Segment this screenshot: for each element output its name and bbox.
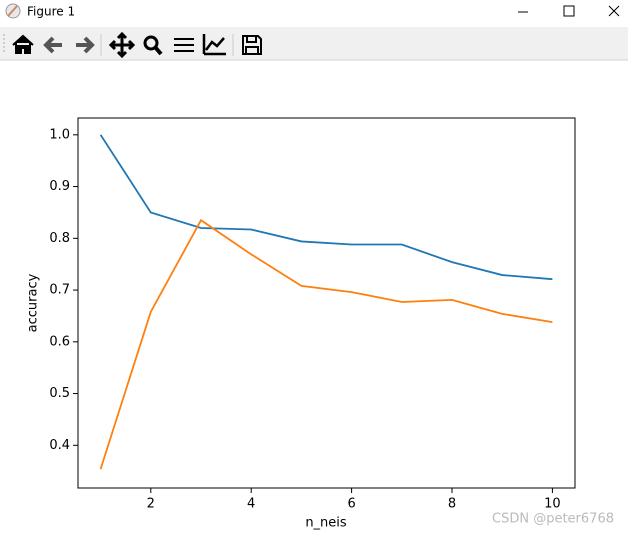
x-tick-label: 4 (247, 497, 255, 512)
app-icon (5, 3, 21, 19)
maximize-button[interactable] (563, 5, 575, 17)
home-button[interactable] (12, 34, 34, 54)
zoom-button[interactable] (143, 35, 163, 56)
toolbar (0, 27, 628, 60)
forward-button[interactable] (76, 36, 95, 54)
x-tick-label: 6 (347, 497, 355, 512)
y-tick-label: 0.4 (49, 438, 70, 453)
pan-button[interactable] (108, 31, 136, 59)
watermark: CSDN @peter6768 (492, 512, 614, 527)
configure-button[interactable] (174, 38, 194, 52)
back-button[interactable] (43, 36, 62, 54)
x-axis-label: n_neis (305, 516, 347, 531)
edit-axis-button[interactable] (202, 34, 226, 56)
x-tick-label: 10 (544, 497, 561, 512)
x-tick-label: 2 (147, 497, 155, 512)
title-bar (0, 0, 628, 24)
y-tick-label: 0.6 (49, 334, 70, 349)
series-line (99, 218, 553, 470)
save-button[interactable] (242, 35, 262, 55)
series-line (99, 134, 553, 281)
close-button[interactable] (608, 5, 620, 17)
plot-area (77, 117, 576, 489)
y-tick-label: 1.0 (49, 127, 70, 142)
y-axis-label: accuracy (26, 273, 41, 332)
y-tick-label: 0.7 (49, 283, 70, 298)
y-tick-label: 0.9 (49, 179, 70, 194)
x-tick-label: 8 (448, 497, 456, 512)
window-title: Figure 1 (27, 5, 75, 19)
y-tick-label: 0.8 (49, 231, 70, 246)
y-tick-label: 0.5 (49, 386, 70, 401)
